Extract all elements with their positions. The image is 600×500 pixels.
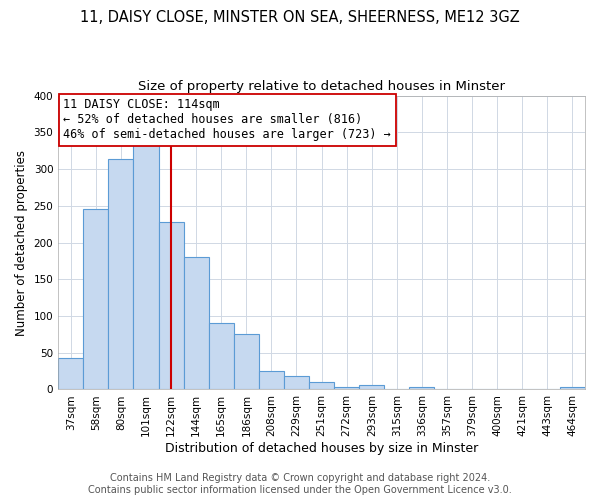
Title: Size of property relative to detached houses in Minster: Size of property relative to detached ho… <box>138 80 505 93</box>
Bar <box>83 210 109 390</box>
Text: Contains HM Land Registry data © Crown copyright and database right 2024.
Contai: Contains HM Land Registry data © Crown c… <box>88 474 512 495</box>
Bar <box>259 371 284 390</box>
Bar <box>234 334 259 390</box>
X-axis label: Distribution of detached houses by size in Minster: Distribution of detached houses by size … <box>165 442 478 455</box>
Bar <box>58 358 83 390</box>
Bar <box>309 382 334 390</box>
Bar <box>284 376 309 390</box>
Bar <box>158 222 184 390</box>
Bar <box>133 144 158 390</box>
Bar <box>109 160 133 390</box>
Bar <box>359 385 385 390</box>
Text: 11, DAISY CLOSE, MINSTER ON SEA, SHEERNESS, ME12 3GZ: 11, DAISY CLOSE, MINSTER ON SEA, SHEERNE… <box>80 10 520 25</box>
Bar <box>334 386 359 390</box>
Text: 11 DAISY CLOSE: 114sqm
← 52% of detached houses are smaller (816)
46% of semi-de: 11 DAISY CLOSE: 114sqm ← 52% of detached… <box>64 98 391 142</box>
Bar <box>409 388 434 390</box>
Bar <box>184 257 209 390</box>
Bar <box>560 388 585 390</box>
Y-axis label: Number of detached properties: Number of detached properties <box>15 150 28 336</box>
Bar <box>209 324 234 390</box>
